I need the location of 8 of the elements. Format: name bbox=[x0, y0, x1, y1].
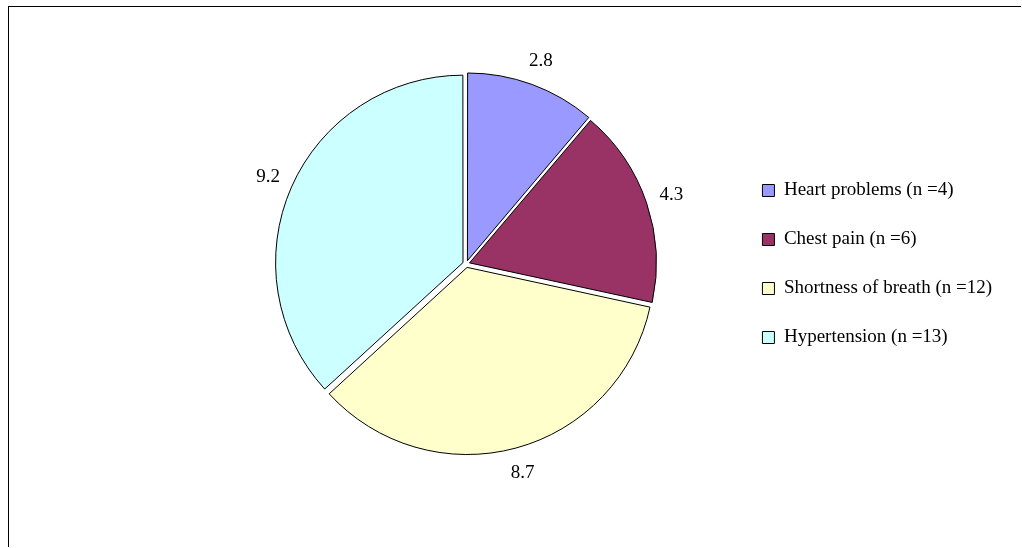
legend-label: Chest pain (n =6) bbox=[783, 227, 917, 250]
legend-label: Heart problems (n =4) bbox=[783, 178, 954, 201]
legend-label: Shortness of breath (n =12) bbox=[783, 276, 993, 299]
data-label: 8.7 bbox=[510, 460, 535, 482]
data-label: 2.8 bbox=[528, 48, 553, 70]
data-label: 4.3 bbox=[659, 182, 684, 204]
data-label: 9.2 bbox=[256, 164, 280, 186]
legend-label: Hypertension (n =13) bbox=[783, 325, 948, 348]
